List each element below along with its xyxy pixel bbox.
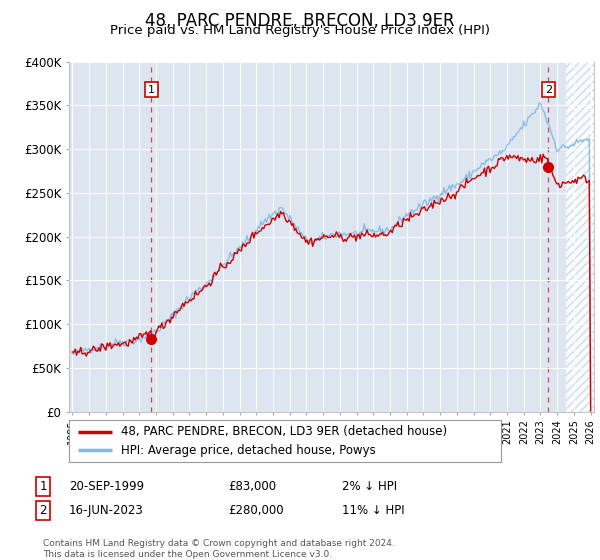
- Text: Price paid vs. HM Land Registry's House Price Index (HPI): Price paid vs. HM Land Registry's House …: [110, 24, 490, 37]
- Text: 2% ↓ HPI: 2% ↓ HPI: [342, 479, 397, 493]
- Text: 48, PARC PENDRE, BRECON, LD3 9ER: 48, PARC PENDRE, BRECON, LD3 9ER: [145, 12, 455, 30]
- Text: 16-JUN-2023: 16-JUN-2023: [69, 504, 144, 517]
- Text: 1: 1: [148, 85, 155, 95]
- Text: 48, PARC PENDRE, BRECON, LD3 9ER (detached house): 48, PARC PENDRE, BRECON, LD3 9ER (detach…: [121, 425, 447, 438]
- Text: £83,000: £83,000: [228, 479, 276, 493]
- Text: HPI: Average price, detached house, Powys: HPI: Average price, detached house, Powy…: [121, 444, 376, 457]
- Text: £280,000: £280,000: [228, 504, 284, 517]
- Text: Contains HM Land Registry data © Crown copyright and database right 2024.
This d: Contains HM Land Registry data © Crown c…: [43, 539, 395, 559]
- Text: 11% ↓ HPI: 11% ↓ HPI: [342, 504, 404, 517]
- Text: 2: 2: [40, 504, 47, 517]
- Text: 1: 1: [40, 479, 47, 493]
- Text: 20-SEP-1999: 20-SEP-1999: [69, 479, 144, 493]
- Text: 2: 2: [545, 85, 552, 95]
